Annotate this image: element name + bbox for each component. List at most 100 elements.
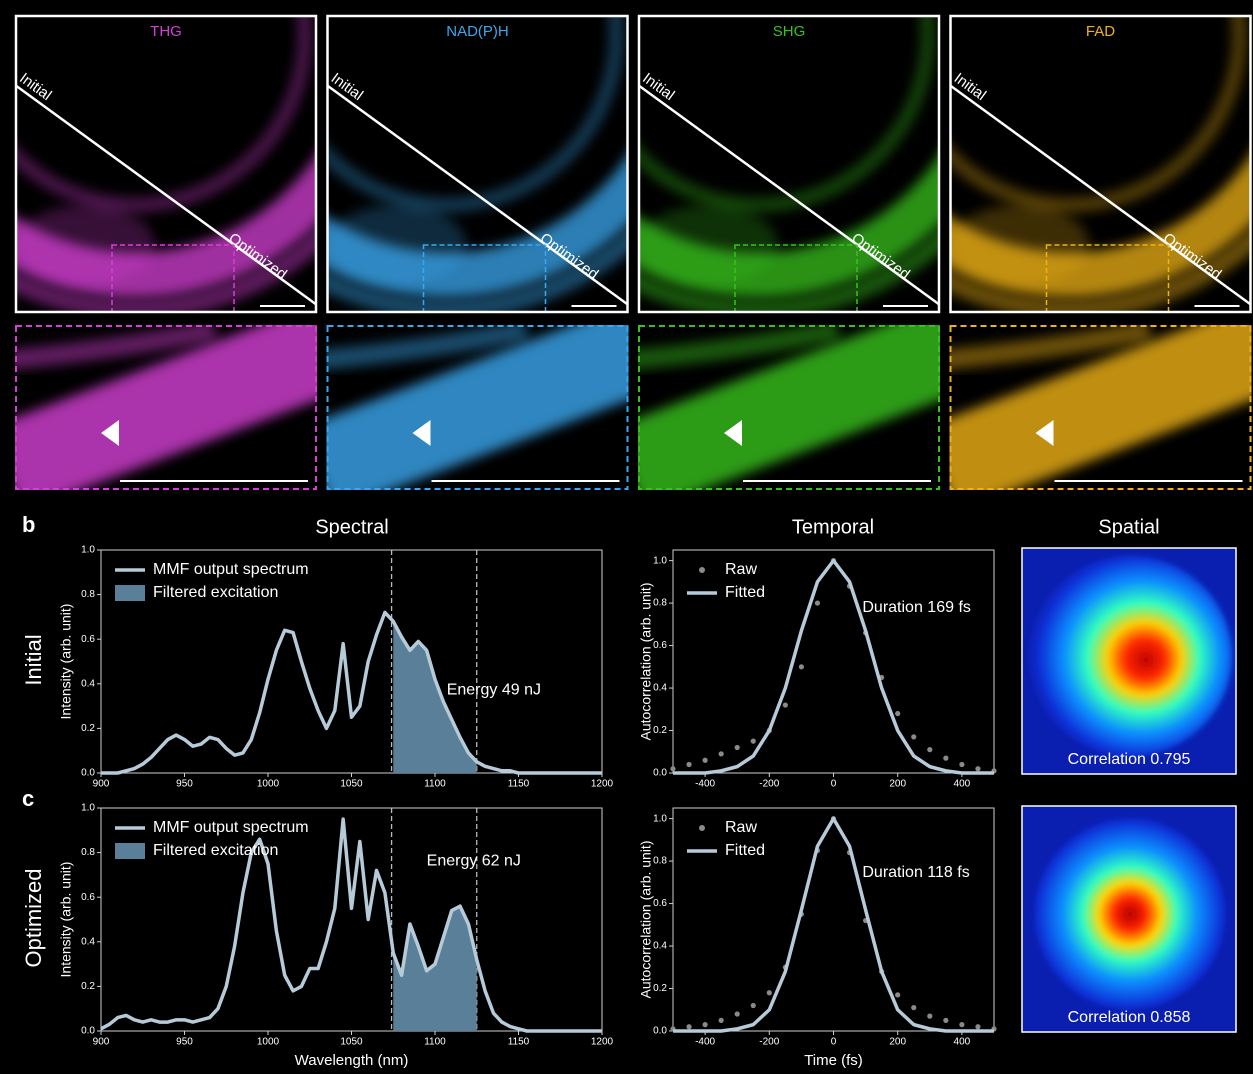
column-title: Spatial: [1098, 516, 1159, 538]
legend-label: Fitted: [725, 584, 765, 601]
tissue-ring: [15, 15, 312, 212]
tissue-ring: [326, 228, 629, 313]
x-tick-label: 0: [831, 1037, 837, 1048]
data-point: [670, 766, 676, 772]
annotation: Energy 49 nJ: [447, 682, 541, 699]
tissue-ring: [949, 15, 1247, 212]
y-tick-label: 0.0: [81, 1026, 95, 1037]
arrowhead: [101, 420, 119, 446]
inset-tissue: [949, 325, 1152, 370]
data-point: [686, 761, 692, 768]
tissue-ring: [638, 15, 935, 212]
legend-swatch: [115, 585, 145, 601]
column-title: Temporal: [792, 516, 874, 538]
inset-frame: [638, 325, 940, 490]
y-tick-label: 0.6: [81, 634, 95, 645]
tissue-ring: [638, 153, 940, 298]
zoom-box: [734, 244, 858, 313]
inset-frame: [949, 325, 1252, 490]
image-title: FAD: [1086, 23, 1115, 40]
legend-label: Fitted: [725, 842, 765, 859]
data-point: [782, 702, 788, 708]
x-tick-label: -400: [695, 1037, 715, 1048]
data-point: [734, 744, 740, 751]
arrowhead: [1035, 420, 1054, 446]
panel-label: c: [22, 786, 34, 811]
arrowhead: [724, 420, 742, 446]
image-frame: [637, 14, 941, 314]
data-point: [686, 1024, 692, 1030]
y-tick-label: 1.0: [81, 545, 95, 556]
x-tick-label: 900: [93, 1037, 110, 1048]
x-tick-label: 900: [93, 779, 110, 790]
inset-panel: [326, 325, 629, 490]
data-point: [702, 757, 708, 763]
inset-panel: [949, 325, 1252, 490]
zoom-box: [1045, 244, 1170, 313]
y-tick-label: 0.6: [81, 892, 95, 903]
inset-tissue: [638, 325, 840, 370]
data-point: [943, 1017, 949, 1023]
x-tick-label: 950: [176, 779, 193, 790]
beam-profile: [1035, 819, 1225, 1009]
data-point: [927, 1013, 933, 1019]
beam-annotation: Correlation 0.858: [1068, 1009, 1191, 1026]
x-tick-label: -400: [695, 779, 715, 790]
divider: [638, 83, 940, 307]
legend-swatch: [699, 567, 705, 573]
image-panel: [326, 15, 629, 313]
inset-panel: [15, 325, 317, 490]
y-tick-label: 0.8: [81, 589, 95, 600]
y-tick-label: 1.0: [653, 813, 667, 824]
x-tick-label: 400: [954, 779, 971, 790]
y-tick-label: 0.0: [653, 768, 667, 779]
tissue-glow: [15, 205, 155, 285]
legend-label: MMF output spectrum: [153, 561, 309, 578]
inset-tissue: [949, 325, 1252, 490]
data-point: [798, 664, 805, 670]
x-tick-label: 1200: [591, 779, 614, 790]
tissue-glow: [638, 205, 778, 285]
legend-swatch: [115, 843, 145, 859]
image-frame: [326, 14, 629, 314]
y-tick-label: 0.4: [81, 936, 95, 947]
zoom-box: [422, 244, 547, 313]
image-panel: [949, 15, 1252, 313]
image-panel: [15, 15, 317, 313]
row-label: Initial: [21, 634, 46, 685]
data-point: [975, 1024, 981, 1030]
y-tick-label: 0.2: [81, 981, 95, 992]
x-tick-label: 950: [176, 1037, 193, 1048]
data-point: [718, 1017, 724, 1023]
annotation: Duration 118 fs: [862, 864, 969, 881]
tissue-ring: [949, 228, 1252, 313]
image-title: NAD(P)H: [446, 23, 509, 40]
y-tick-label: 0.4: [653, 941, 667, 952]
x-tick-label: 0: [831, 779, 837, 790]
legend-label: Filtered excitation: [153, 842, 278, 859]
data-line: [100, 817, 602, 1033]
data-point: [975, 766, 981, 772]
column-title: Spectral: [315, 516, 388, 538]
image-frame: [14, 14, 318, 314]
data-point: [814, 600, 821, 606]
y-tick-label: 0.4: [653, 683, 667, 694]
y-tick-label: 0.6: [653, 640, 667, 651]
tissue-ring: [638, 228, 940, 313]
y-axis-label: Intensity (arb. unit): [58, 604, 74, 720]
data-point: [766, 990, 772, 996]
x-tick-label: 1200: [591, 1037, 614, 1048]
legend-label: Filtered excitation: [153, 584, 278, 601]
y-tick-label: 1.0: [81, 803, 95, 814]
inset-tissue: [326, 325, 529, 370]
arrowhead: [412, 420, 431, 446]
inset-tissue: [638, 325, 940, 490]
panel-label: b: [22, 512, 35, 537]
y-tick-label: 0.6: [653, 898, 667, 909]
x-tick-label: 1100: [424, 779, 446, 790]
data-point: [959, 761, 965, 768]
y-tick-label: 0.8: [653, 856, 667, 867]
data-point: [911, 1005, 917, 1011]
data-line: [673, 558, 994, 775]
